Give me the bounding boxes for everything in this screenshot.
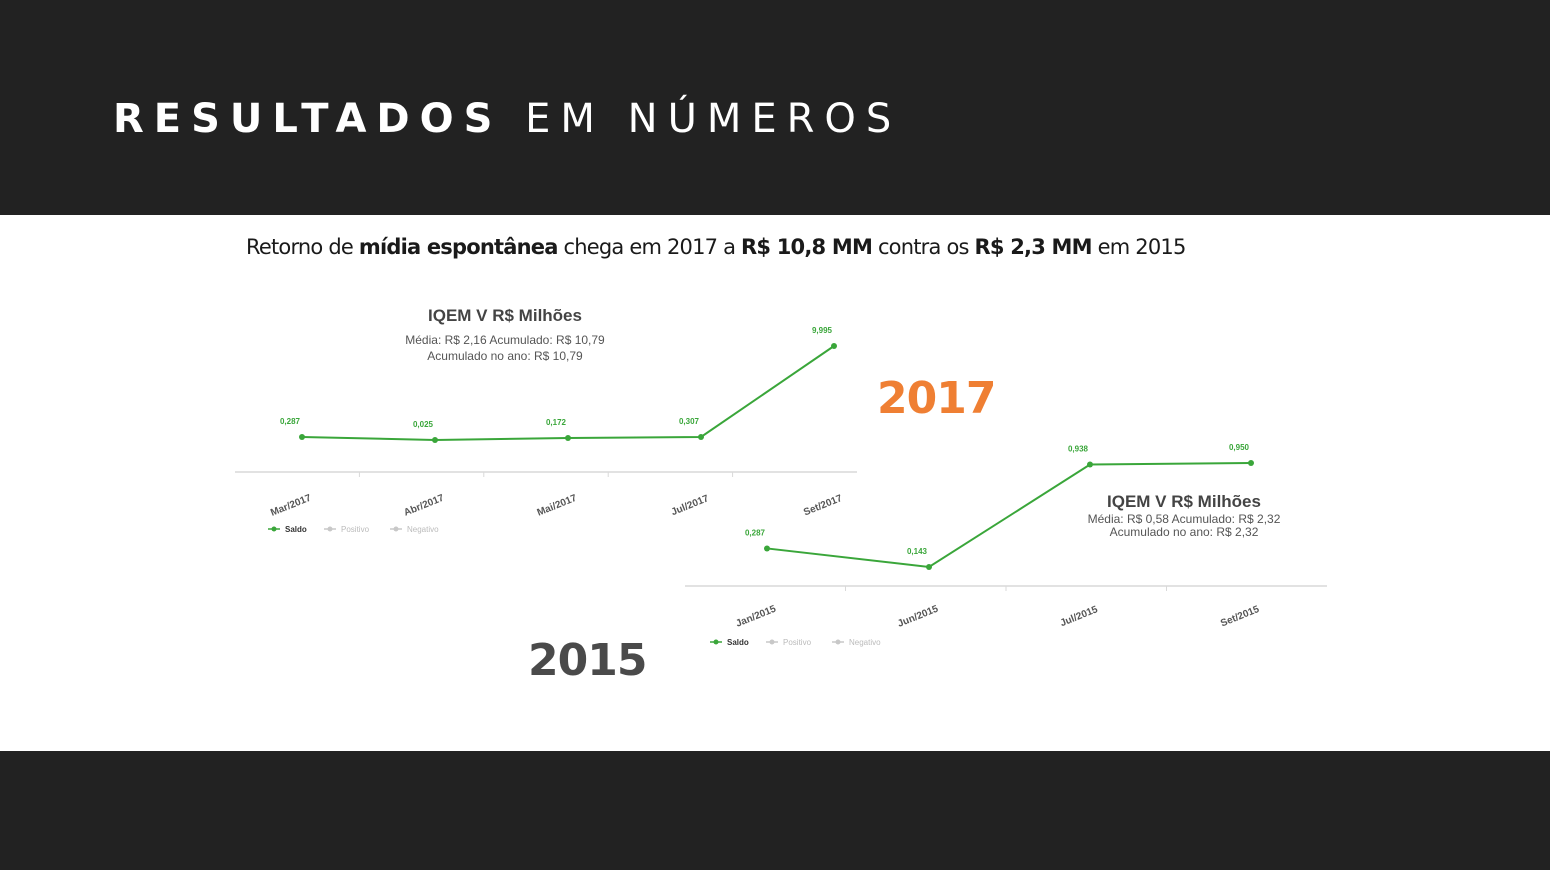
year-label-2017: 2017 [877, 373, 996, 424]
data-point [831, 343, 837, 349]
legend-label: Positivo [783, 638, 812, 647]
page-title-bold: RESULTADOS [113, 96, 503, 142]
data-point [764, 545, 770, 552]
footer-bar [0, 751, 1550, 870]
headline-bold2: R$ 10,8 MM [741, 235, 873, 259]
data-point [1087, 461, 1093, 468]
chart-subtitle-2: Acumulado no ano: R$ 2,32 [1110, 525, 1259, 539]
chart-title: IQEM V R$ Milhões [428, 306, 582, 325]
legend-label: Negativo [849, 638, 881, 647]
x-tick-label: Set/2015 [1219, 604, 1261, 630]
headline-bold1: mídia espontânea [358, 235, 559, 259]
legend-item: Negativo [832, 638, 881, 647]
data-label: 0,025 [413, 420, 434, 429]
headline-part1: Retorno de [246, 235, 359, 259]
chart-2017: IQEM V R$ Milhões Média: R$ 2,16 Acumulad… [235, 306, 857, 534]
headline-part2: chega em 2017 a [557, 235, 742, 259]
legend-item: Saldo [268, 525, 307, 534]
series-line-saldo [766, 462, 1252, 569]
legend-swatch-dot [327, 526, 333, 532]
data-point [1248, 460, 1254, 466]
legend-label: Negativo [407, 525, 439, 534]
x-tick-label: Jul/2015 [1059, 604, 1100, 629]
data-label: 0,143 [907, 547, 928, 556]
data-label: 0,307 [679, 417, 700, 426]
headline-bold3: R$ 2,3 MM [974, 235, 1093, 259]
data-point [432, 437, 438, 443]
chart-title: IQEM V R$ Milhões [1107, 492, 1261, 511]
year-label-2015: 2015 [528, 635, 647, 686]
chart-subtitle-1: Média: R$ 0,58 Acumulado: R$ 2,32 [1088, 512, 1281, 526]
header-bar: RESULTADOS EM NÚMEROS [0, 0, 1550, 215]
legend-item: Saldo [710, 638, 749, 647]
x-tick-label: Abr/2017 [402, 493, 446, 519]
data-label: 0,287 [745, 528, 766, 537]
x-tick-label: Jan/2015 [734, 604, 778, 630]
headline-part3: contra os [872, 235, 975, 259]
data-label: 9,995 [812, 326, 833, 335]
data-point [299, 434, 305, 440]
data-point [926, 564, 932, 570]
legend-swatch-dot [393, 526, 399, 532]
legend-item: Negativo [390, 525, 439, 534]
legend-swatch-dot [835, 639, 841, 645]
data-label: 0,950 [1229, 443, 1250, 452]
headline: Retorno de mídia espontânea chega em 201… [246, 235, 1186, 259]
legend-label: Saldo [727, 638, 749, 647]
chart-subtitle-1: Média: R$ 2,16 Acumulado: R$ 10,79 [405, 333, 605, 347]
chart-subtitle-2: Acumulado no ano: R$ 10,79 [427, 349, 583, 363]
legend-label: Positivo [341, 525, 370, 534]
x-tick-label: Mar/2017 [269, 492, 313, 518]
page-title-light: EM NÚMEROS [525, 96, 902, 142]
x-tick-label: Mai/2017 [536, 493, 579, 519]
legend-label: Saldo [285, 525, 307, 534]
legend-item: Positivo [324, 525, 370, 534]
page-title: RESULTADOS EM NÚMEROS [113, 96, 901, 142]
data-point [698, 434, 704, 440]
legend-swatch-dot [713, 639, 719, 645]
legend-swatch-dot [271, 526, 277, 532]
data-label: 0,287 [280, 417, 301, 426]
legend-swatch-dot [769, 639, 775, 645]
data-label: 0,172 [546, 418, 567, 427]
headline-part4: em 2015 [1091, 235, 1187, 259]
x-tick-label: Jun/2015 [896, 603, 940, 629]
legend-item: Positivo [766, 638, 812, 647]
data-point [565, 435, 571, 441]
data-label: 0,938 [1068, 445, 1089, 454]
content-area: Retorno de mídia espontânea chega em 201… [0, 215, 1550, 751]
